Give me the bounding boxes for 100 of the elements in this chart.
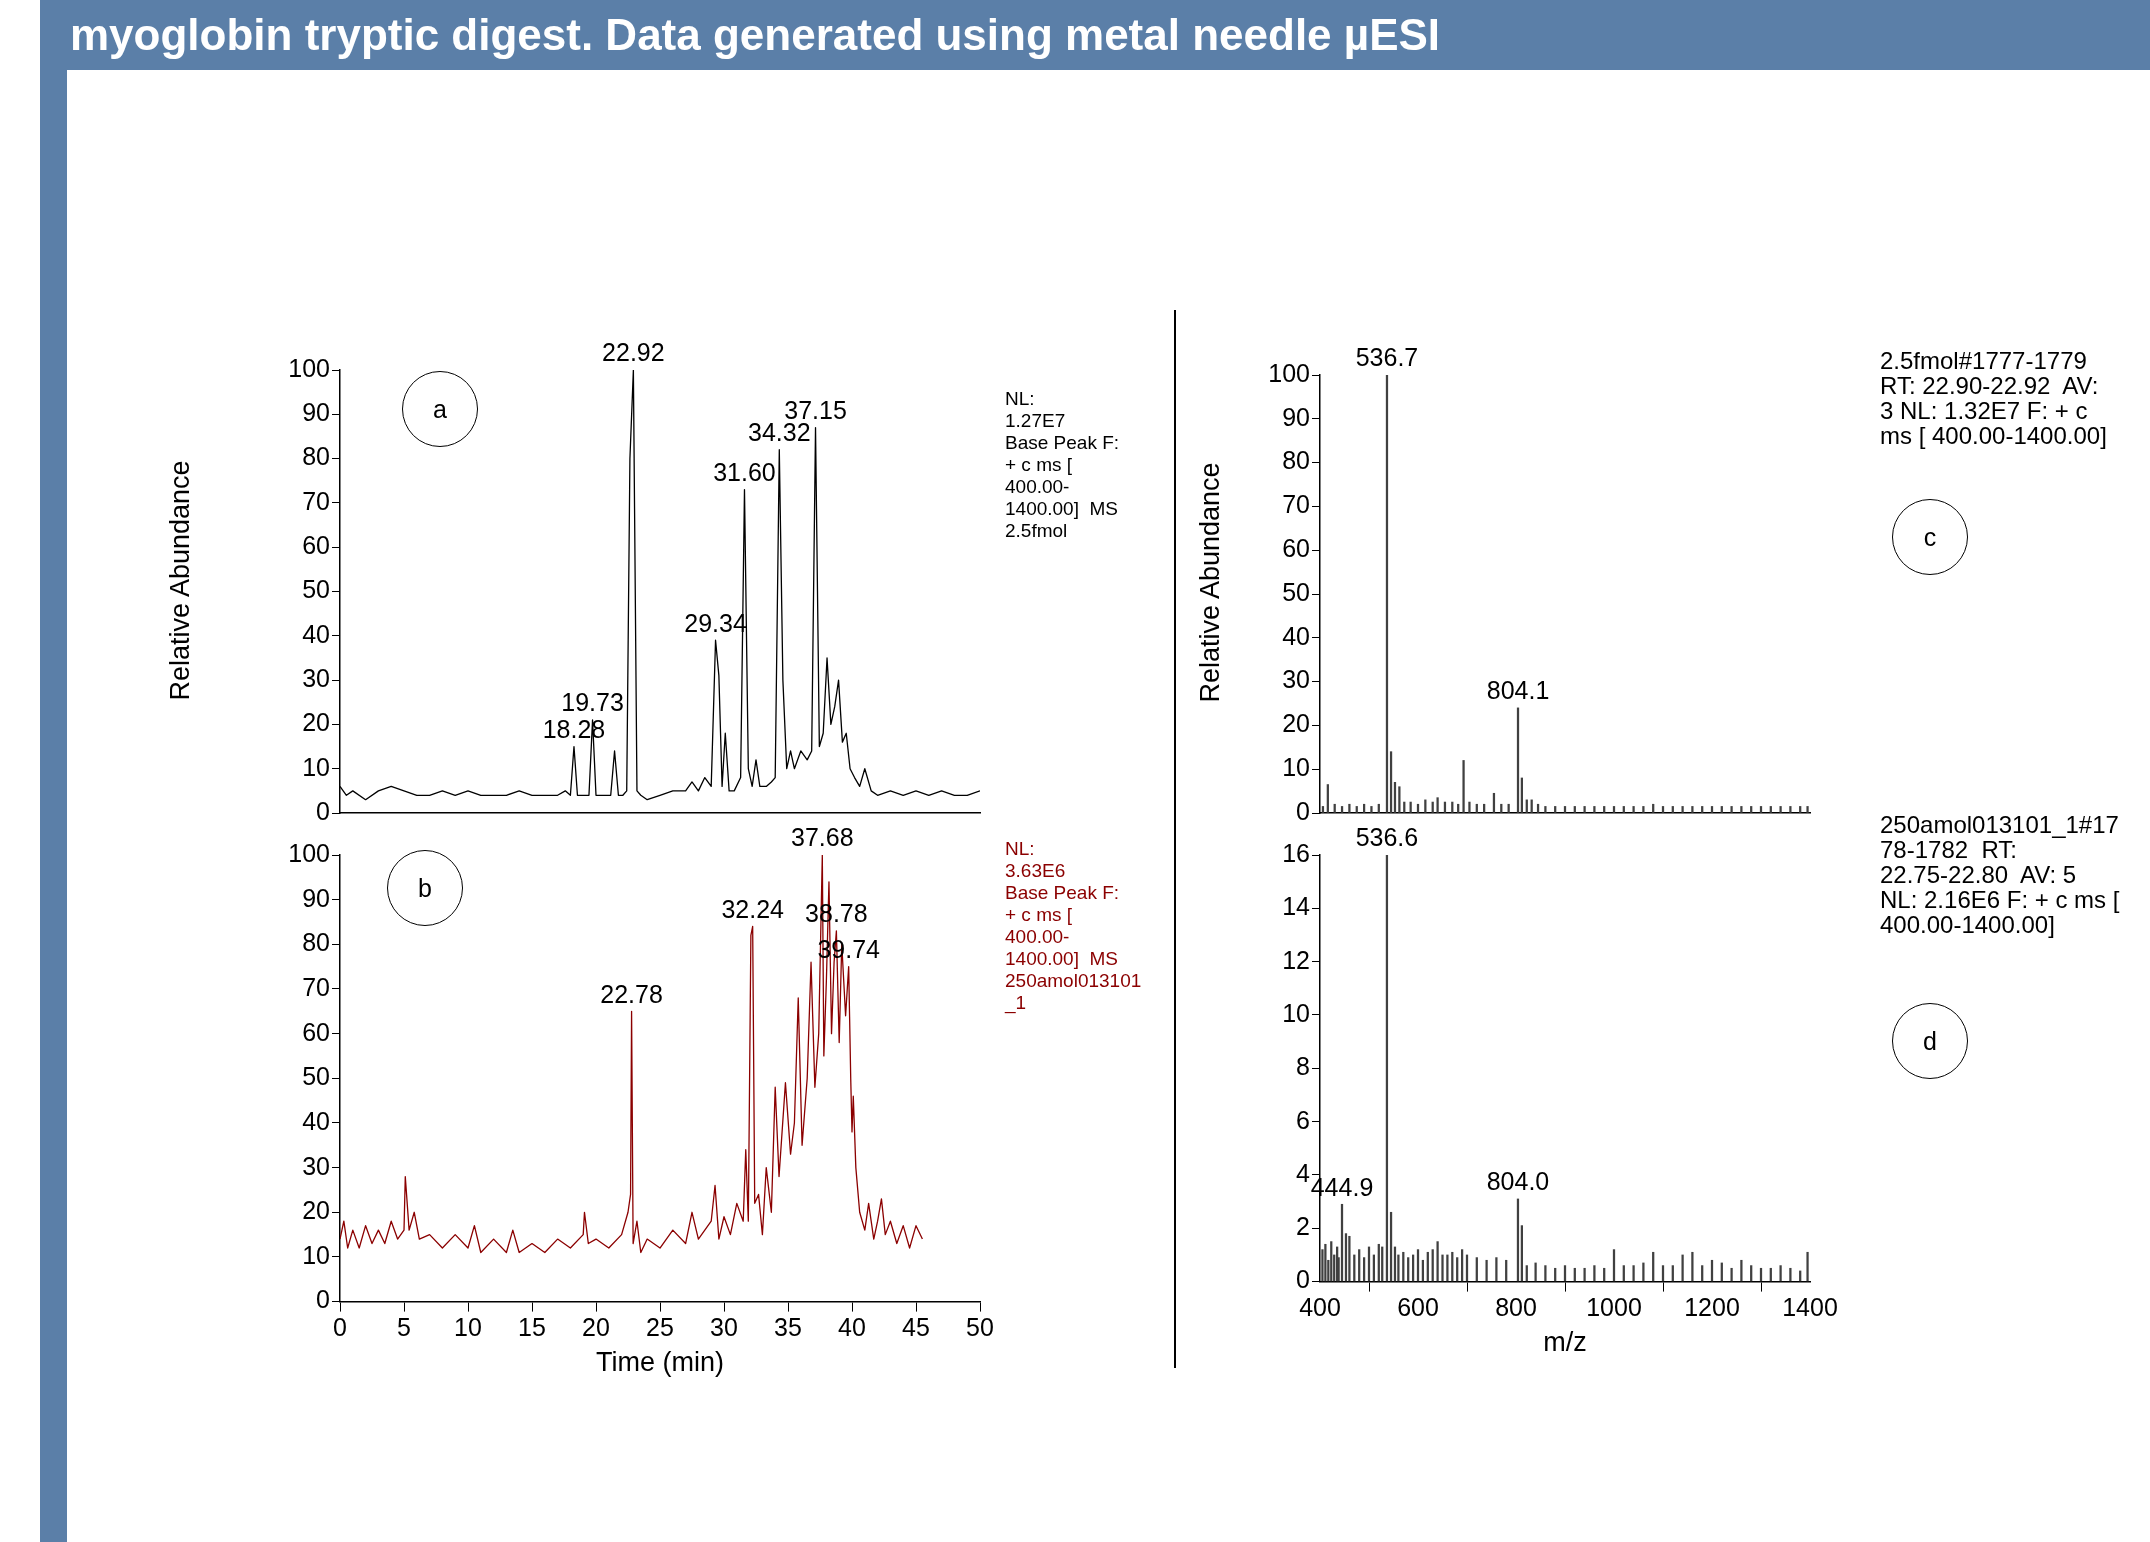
y-tick-label: 60 <box>1282 534 1310 563</box>
bar <box>1468 801 1471 813</box>
annotation: 804.0 <box>1486 1167 1550 1196</box>
y-tick-label: 0 <box>1296 1265 1310 1294</box>
bar <box>1632 1265 1635 1282</box>
x-tick-label: 800 <box>1495 1293 1537 1322</box>
x-tick-label: 10 <box>454 1313 482 1342</box>
x-tick-label: 1000 <box>1586 1293 1642 1322</box>
bar <box>1534 1262 1537 1282</box>
text: d <box>1892 1003 1968 1079</box>
y-tick-label: 90 <box>302 398 330 427</box>
bar <box>1583 1267 1586 1282</box>
bar <box>1457 803 1460 813</box>
y-tick-label: 10 <box>302 752 330 781</box>
bar <box>1652 803 1655 813</box>
bar <box>1779 1265 1782 1282</box>
bar <box>1321 806 1325 813</box>
y-tick-label: 14 <box>1282 892 1311 921</box>
bar <box>1806 1251 1809 1282</box>
y-tick-label: 10 <box>302 1240 330 1269</box>
bar <box>1806 806 1809 813</box>
y-tick-label: 80 <box>1282 446 1310 475</box>
y-tick-label: 50 <box>302 575 330 604</box>
bar <box>1622 806 1625 813</box>
bar <box>1701 806 1704 813</box>
annotation: 22.92 <box>602 338 665 367</box>
text: NL: 3.63E6 Base Peak F: + c ms [ 400.00- 1400.00] MS 250amol013101 _1 <box>1005 838 1142 1014</box>
annotation: 22.78 <box>600 979 663 1008</box>
bar <box>1544 806 1547 813</box>
bar <box>1377 803 1380 813</box>
bar <box>1740 1259 1743 1282</box>
bar <box>1416 803 1420 813</box>
y-tick-label: 50 <box>302 1062 330 1091</box>
annotation: 32.24 <box>721 894 785 923</box>
bar <box>1642 806 1645 813</box>
bar <box>1750 806 1753 813</box>
y-tick-label: 12 <box>1282 945 1310 974</box>
bar <box>1544 1265 1547 1282</box>
x-tick-label: 1400 <box>1782 1293 1838 1322</box>
y-tick-label: 40 <box>302 1106 330 1135</box>
y-tick-label: 90 <box>1282 402 1310 431</box>
y-tick-label: 10 <box>1282 998 1310 1027</box>
bar <box>1370 806 1373 813</box>
y-tick-label: 0 <box>316 796 330 825</box>
bar <box>1593 806 1596 813</box>
bar <box>1563 806 1567 813</box>
bar <box>1500 803 1503 813</box>
bar <box>1691 806 1694 813</box>
y-tick-label: 40 <box>1282 621 1310 650</box>
x-tick-label: 30 <box>710 1313 738 1342</box>
y-tick-label: 90 <box>302 883 330 912</box>
bar <box>1495 1257 1498 1282</box>
y-axis-title: Relative Abundance <box>1194 462 1226 703</box>
bar <box>1691 1251 1694 1282</box>
bar <box>1441 1254 1444 1282</box>
bar <box>1507 803 1510 813</box>
text: NL: 1.27E7 Base Peak F: + c ms [ 400.00- 1400.00] MS 2.5fmol <box>1005 388 1120 542</box>
text: 2.5fmol#1777-1779 RT: 22.90-22.92 AV: 3 NL: 1.32E7 F: + c ms [ 400.00-1400.00] <box>1880 347 2107 449</box>
y-tick-label: 8 <box>1296 1052 1310 1081</box>
y-tick-label: 50 <box>1282 577 1310 606</box>
x-tick-label: 5 <box>397 1313 411 1342</box>
bar <box>1485 1259 1488 1282</box>
bar <box>1462 760 1465 813</box>
y-tick-label: 60 <box>302 1017 330 1046</box>
annotation: 536.6 <box>1355 823 1419 852</box>
bar <box>1536 803 1540 813</box>
bar <box>1671 806 1674 813</box>
y-tick-label: 100 <box>288 838 330 867</box>
bar <box>1398 786 1401 813</box>
bar <box>1362 803 1366 813</box>
bar <box>1681 1254 1684 1282</box>
bar <box>1789 806 1792 813</box>
bar <box>1612 806 1616 813</box>
y-tick-label: 2 <box>1296 1212 1310 1241</box>
text: 250amol013101_1#17 78-1782 RT: 22.75-22.80 AV: 5 NL: 2.16E6 F: + c ms [ 400.00-1400.00] <box>1880 811 2120 938</box>
y-tick-label: 4 <box>1296 1158 1311 1187</box>
x-tick-label: 600 <box>1397 1293 1439 1322</box>
chart-title: myoglobin tryptic digest. Data generated using metal needle µESI <box>70 10 1441 59</box>
annotation: 37.68 <box>791 823 854 852</box>
y-tick-label: 16 <box>1282 838 1310 867</box>
bar <box>1632 806 1635 813</box>
bar <box>1789 1267 1792 1282</box>
y-tick-label: 70 <box>302 972 330 1001</box>
bar <box>1573 806 1576 813</box>
y-tick-label: 30 <box>1282 665 1310 694</box>
x-tick-label: 1200 <box>1684 1293 1740 1322</box>
bar <box>1348 1235 1351 1282</box>
y-tick-label: 30 <box>302 663 330 692</box>
y-tick-label: 100 <box>1268 358 1310 387</box>
y-tick-label: 80 <box>302 928 330 957</box>
bar <box>1446 1254 1449 1282</box>
y-tick-label: 10 <box>1282 753 1310 782</box>
bar <box>1348 803 1351 813</box>
bar <box>1483 803 1486 813</box>
annotation: 31.60 <box>713 458 776 486</box>
y-tick-label: 80 <box>302 442 330 471</box>
bar <box>1740 806 1743 813</box>
x-tick-label: 20 <box>582 1313 610 1342</box>
y-tick-label: 40 <box>302 619 330 648</box>
bar <box>1681 806 1684 813</box>
